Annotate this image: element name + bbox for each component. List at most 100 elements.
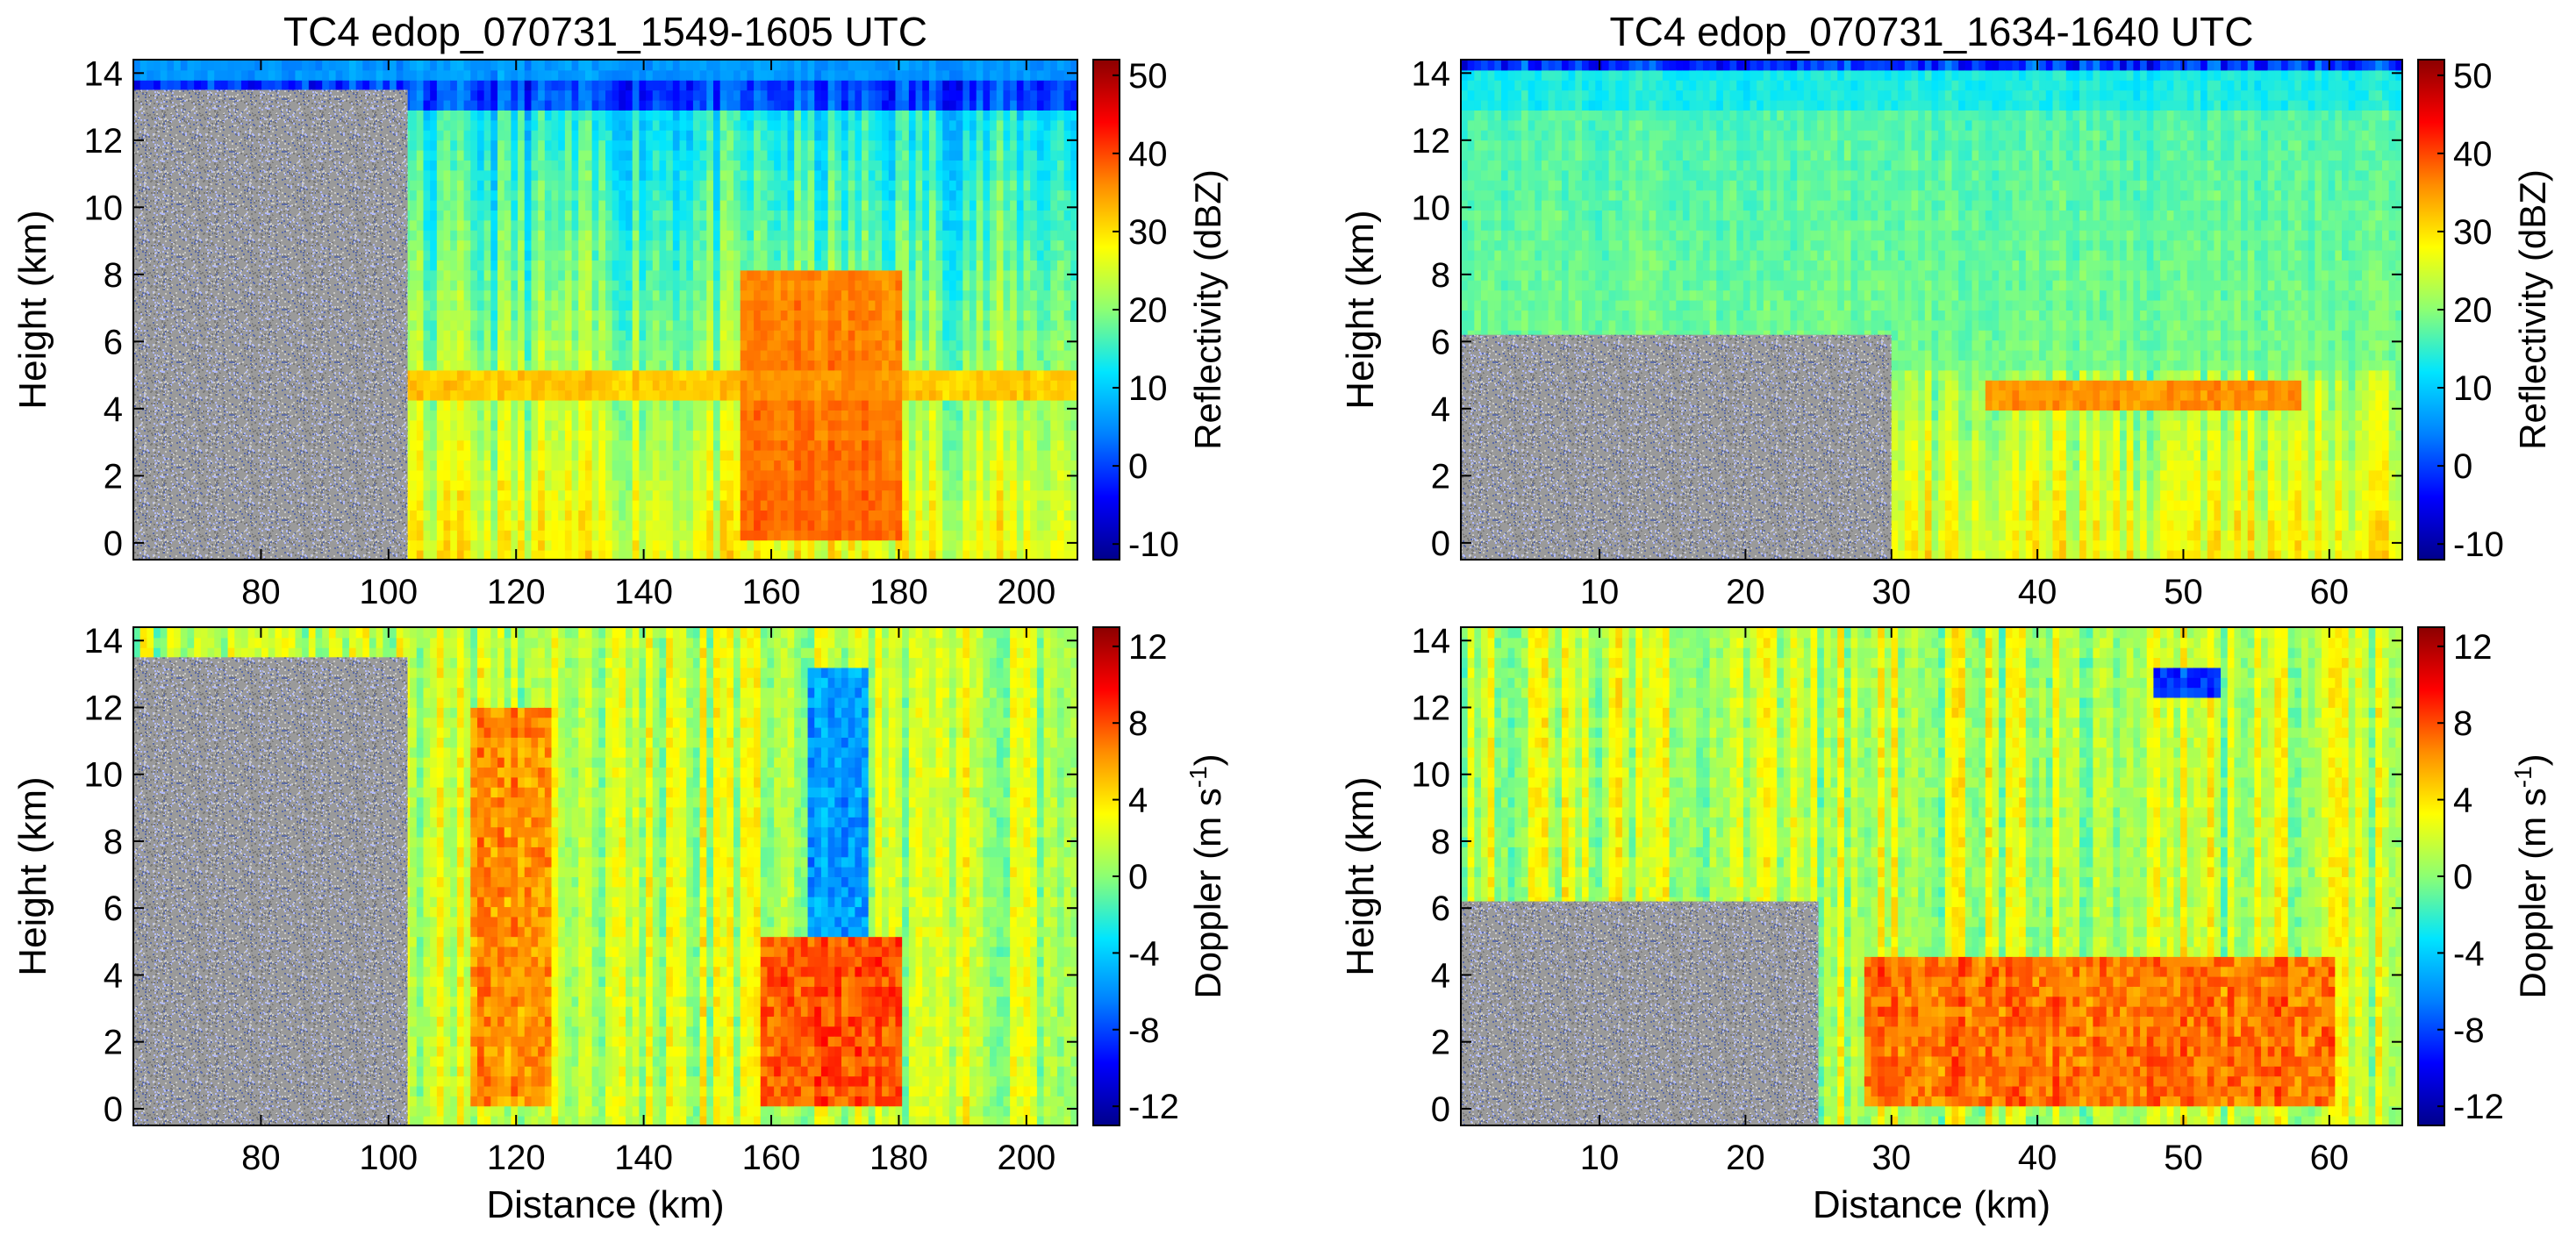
heatmap-cell [733, 239, 741, 251]
heatmap-cell [483, 360, 492, 371]
heatmap-cell [476, 99, 485, 111]
heatmap-cell [483, 69, 492, 81]
heatmap-cell [456, 419, 465, 431]
heatmap-cell [672, 399, 681, 411]
heatmap-cell [706, 110, 714, 121]
heatmap-cell [450, 139, 458, 151]
heatmap-cell [551, 79, 560, 91]
heatmap-cell [497, 469, 505, 481]
heatmap-cell [497, 229, 505, 241]
heatmap-cell [712, 279, 721, 291]
heatmap-cell [551, 60, 560, 71]
heatmap-cell [692, 139, 701, 151]
heatmap-cell [551, 160, 560, 171]
heatmap-cell [726, 210, 735, 221]
heatmap-cell [430, 269, 438, 281]
heatmap-cell [531, 429, 540, 441]
heatmap-cell [659, 549, 668, 560]
heatmap-cell [476, 329, 485, 341]
heatmap-cell [619, 369, 627, 381]
heatmap-cell [619, 110, 627, 121]
heatmap-cell [733, 79, 741, 91]
heatmap-cell [483, 539, 492, 551]
heatmap-cell [456, 379, 465, 391]
heatmap-cell [551, 239, 560, 251]
heatmap-cell [632, 369, 640, 381]
heatmap-cell [659, 229, 668, 241]
heatmap-cell [605, 389, 613, 401]
heatmap-cell [456, 169, 465, 181]
heatmap-cell [187, 69, 196, 81]
heatmap-cell [626, 549, 633, 560]
heatmap-cell [672, 189, 681, 201]
heatmap-cell [538, 349, 546, 361]
heatmap-cell [584, 529, 593, 541]
heatmap-cell [619, 149, 627, 161]
heatmap-cell [538, 279, 546, 291]
heatmap-cell [571, 449, 580, 461]
heatmap-cell [518, 269, 526, 281]
heatmap-cell [497, 419, 505, 431]
heatmap-cell [740, 389, 748, 401]
heatmap-cell [706, 219, 714, 231]
heatmap-cell [558, 299, 566, 311]
heatmap-cell [605, 179, 613, 191]
heatmap-cell [672, 479, 681, 491]
heatmap-cell [605, 219, 613, 231]
heatmap-cell [672, 389, 681, 401]
heatmap-cell [511, 189, 519, 201]
heatmap-cell [430, 389, 438, 401]
heatmap-cell [612, 229, 620, 241]
heatmap-cell [436, 139, 445, 151]
heatmap-cell [639, 289, 648, 301]
heatmap-cell [578, 379, 586, 391]
heatmap-cell [504, 349, 512, 361]
heatmap-cell [571, 139, 580, 151]
heatmap-cell [679, 260, 688, 271]
heatmap-cell [686, 339, 694, 351]
heatmap-cell [686, 410, 694, 421]
heatmap-cell [200, 79, 209, 91]
heatmap-cell [456, 319, 465, 331]
heatmap-cell [436, 319, 445, 331]
heatmap-cell [632, 439, 640, 451]
heatmap-cell [699, 99, 708, 111]
heatmap-cell [646, 489, 654, 501]
heatmap-cell [410, 189, 418, 201]
heatmap-cell [558, 419, 566, 431]
heatmap-cell [436, 310, 445, 321]
heatmap-cell [699, 510, 708, 521]
heatmap-cell [558, 439, 566, 451]
heatmap-cell [591, 429, 600, 441]
heatmap-cell [632, 260, 640, 271]
heatmap-cell [591, 199, 600, 211]
heatmap-cell [666, 119, 674, 131]
heatmap-cell [591, 489, 600, 501]
heatmap-cell [564, 389, 573, 401]
heatmap-cell [476, 410, 485, 421]
heatmap-cell [423, 249, 432, 261]
heatmap-cell [733, 499, 741, 511]
heatmap-cell [706, 510, 714, 521]
heatmap-cell [531, 449, 540, 461]
heatmap-cell [470, 389, 478, 401]
heatmap-cell [712, 199, 721, 211]
heatmap-cell [692, 299, 701, 311]
heatmap-cell [652, 349, 661, 361]
heatmap-cell [686, 199, 694, 211]
heatmap-cell [558, 129, 566, 141]
heatmap-cell [463, 449, 472, 461]
heatmap-cell [416, 260, 425, 271]
heatmap-cell [712, 139, 721, 151]
heatmap-cell [443, 419, 452, 431]
heatmap-cell [646, 279, 654, 291]
heatmap-cell [666, 519, 674, 531]
heatmap-cell [632, 429, 640, 441]
heatmap-cell [686, 349, 694, 361]
heatmap-cell [308, 60, 317, 71]
heatmap-cell [686, 219, 694, 231]
heatmap-cell [612, 289, 620, 301]
heatmap-cell [740, 329, 748, 341]
heatmap-cell [476, 219, 485, 231]
heatmap-cell [456, 519, 465, 531]
